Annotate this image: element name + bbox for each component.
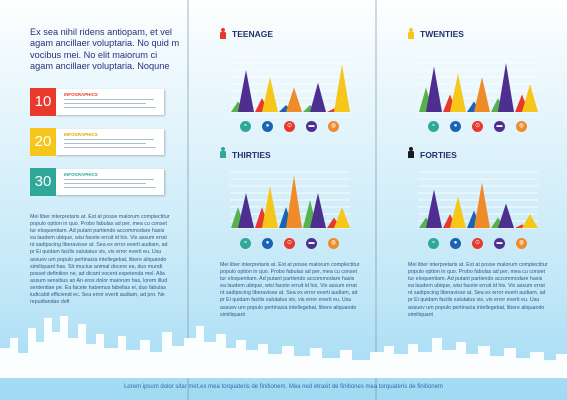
footer-text: Lorem ipsum dolor sitar met,ex mea torqu…: [124, 384, 443, 390]
basketball-icon: ◍: [328, 121, 339, 132]
triangle-mark: [238, 70, 254, 112]
cycling-icon: ⊙: [284, 121, 295, 132]
teenage-title: TEENAGE: [232, 29, 274, 39]
triangle-mark: [286, 87, 302, 112]
soccer-ball-icon: ●: [450, 238, 461, 249]
triangle-chart-svg: [230, 55, 350, 113]
triangle-mark: [522, 214, 538, 228]
triangle-mark: [498, 203, 514, 228]
swimming-icon: ≈: [428, 121, 439, 132]
triangle-mark: [286, 175, 302, 228]
text-line: [64, 143, 146, 144]
teenage-chart: [230, 52, 350, 116]
twenties-title: TWENTIES: [420, 29, 464, 39]
twenties-chart: [418, 52, 538, 116]
triangle-mark: [474, 77, 490, 112]
triangle-mark: [522, 84, 538, 112]
text-line: [64, 107, 156, 108]
basketball-icon: ◍: [516, 121, 527, 132]
right-body-text: Mei liber interpretaris at. Est at posse…: [408, 262, 548, 318]
intro-headline: Ex sea nihil ridens antiopam, et vel aga…: [30, 27, 180, 72]
thirties-activity-icons: ≈ ● ⊙ ▬ ◍: [240, 238, 350, 249]
tab-label: INFOGRAPHICS: [64, 92, 98, 97]
twenties-activity-icons: ≈ ● ⊙ ▬ ◍: [428, 121, 538, 132]
person-icon-teal: [219, 147, 227, 158]
person-icon-black: [407, 147, 415, 158]
triangle-mark: [262, 77, 278, 112]
triangle-chart-svg: [418, 55, 538, 113]
cycling-icon: ⊙: [472, 238, 483, 249]
tab-label: INFOGRAPHICS: [64, 132, 98, 137]
city-skyline: [0, 316, 567, 378]
tab-number: 20: [30, 128, 56, 156]
cycling-icon: ⊙: [284, 238, 295, 249]
middle-body-text: Mei liber interpretaris at. Est at posse…: [220, 262, 360, 318]
swimming-icon: ≈: [240, 121, 251, 132]
swimming-icon: ≈: [240, 238, 251, 249]
thirties-chart: [230, 168, 350, 232]
tab-label: INFOGRAPHICS: [64, 172, 98, 177]
thirties-title: THIRTIES: [232, 150, 271, 160]
text-line: [64, 147, 156, 148]
basketball-icon: ◍: [516, 238, 527, 249]
triangle-mark: [334, 64, 350, 112]
panel-fold-left: [187, 0, 189, 400]
tab-card: INFOGRAPHICS: [56, 169, 164, 195]
teenage-activity-icons: ≈ ● ⊙ ▬ ◍: [240, 121, 350, 132]
triangle-mark: [310, 193, 326, 228]
left-body-text: Mei liber interpretaris at. Est at posse…: [30, 214, 170, 306]
triangle-chart-svg: [230, 171, 350, 229]
text-line: [64, 179, 154, 180]
tab-20: 20 INFOGRAPHICS: [30, 128, 164, 156]
forties-activity-icons: ≈ ● ⊙ ▬ ◍: [428, 238, 538, 249]
text-line: [64, 187, 156, 188]
tab-30: 30 INFOGRAPHICS: [30, 168, 164, 196]
triangle-chart-svg: [418, 171, 538, 229]
text-line: [64, 139, 154, 140]
soccer-ball-icon: ●: [450, 121, 461, 132]
triangle-mark: [450, 196, 466, 228]
triangle-mark: [262, 186, 278, 228]
forties-title: FORTIES: [420, 150, 457, 160]
text-line: [64, 103, 146, 104]
tab-card: INFOGRAPHICS: [56, 89, 164, 115]
soccer-ball-icon: ●: [262, 238, 273, 249]
triangle-mark: [238, 193, 254, 228]
weightlifting-icon: ▬: [494, 238, 505, 249]
basketball-icon: ◍: [328, 238, 339, 249]
triangle-mark: [334, 207, 350, 228]
cycling-icon: ⊙: [472, 121, 483, 132]
soccer-ball-icon: ●: [262, 121, 273, 132]
swimming-icon: ≈: [428, 238, 439, 249]
tab-number: 30: [30, 168, 56, 196]
tab-number: 10: [30, 88, 56, 116]
triangle-mark: [426, 66, 442, 112]
tab-card: INFOGRAPHICS: [56, 129, 164, 155]
panel-fold-right: [375, 0, 377, 400]
triangle-mark: [450, 73, 466, 112]
tab-10: 10 INFOGRAPHICS: [30, 88, 164, 116]
triangle-mark: [310, 82, 326, 112]
text-line: [64, 99, 154, 100]
triangle-mark: [498, 63, 514, 112]
person-icon-red: [219, 28, 227, 39]
weightlifting-icon: ▬: [306, 121, 317, 132]
weightlifting-icon: ▬: [306, 238, 317, 249]
forties-chart: [418, 168, 538, 232]
triangle-mark: [474, 182, 490, 228]
text-line: [64, 183, 146, 184]
triangle-mark: [426, 189, 442, 228]
weightlifting-icon: ▬: [494, 121, 505, 132]
person-icon-yellow: [407, 28, 415, 39]
